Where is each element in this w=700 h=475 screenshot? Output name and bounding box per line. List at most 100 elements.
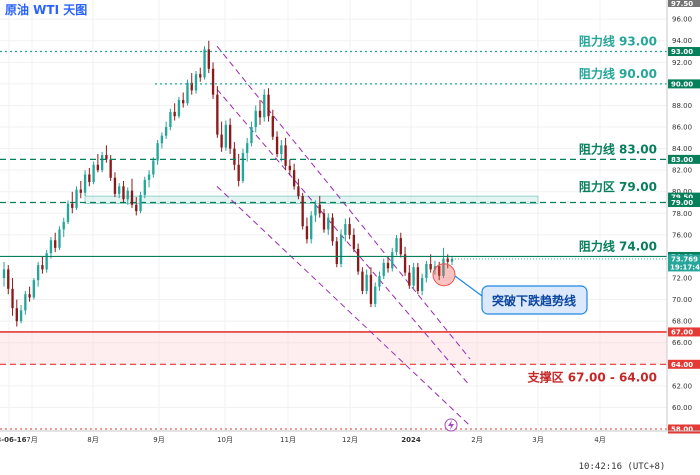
candle [356,243,360,275]
zone-tag-low-text: 79.00 [671,199,693,207]
y-tick-label: 78.00 [672,210,692,218]
y-tick-label: 80.00 [672,188,692,196]
candle-body [408,272,411,286]
candle [92,161,95,185]
candle-body [301,196,304,227]
candle-body [92,164,95,183]
resistance-tag [668,47,700,57]
candle [147,170,151,188]
candle-body [344,224,347,235]
support-zone-label: 支撑区 67.00 - 64.00 [527,369,657,384]
candle-body [147,174,151,180]
candle [412,262,415,289]
candle-body [339,234,343,264]
x-tick-label: 7月 [26,436,37,444]
candle [305,217,309,244]
candle [194,70,198,94]
resistance-zone-label: 阻力区 79.00 [579,179,657,194]
candle [348,217,351,240]
price-axis-panel [667,0,700,475]
breakout-callout: 突破下跌趋势线 [432,263,588,315]
candle [126,187,129,205]
candle-body [186,82,189,104]
price-axis: 60.0062.0064.0066.0068.0070.0072.0074.00… [666,0,700,475]
candle-body [386,262,390,269]
candle-body [224,124,228,148]
candle [369,267,373,308]
candle [339,229,343,268]
candle-body [391,252,394,269]
candle-body [126,190,129,200]
candle [263,89,266,122]
candle [49,237,53,259]
candle [24,290,27,315]
candle [258,100,262,125]
candle [271,109,274,140]
y-tick-label: 68.00 [672,318,692,326]
candle [216,86,219,138]
candle-body [420,278,424,291]
candle [310,211,313,244]
countdown-text: 19:17:44 [670,263,700,271]
candle [297,178,300,200]
candle-body [369,274,373,304]
candle [83,170,87,197]
candle-body [169,111,172,128]
channel-lower [216,185,471,427]
support-zone-fill [0,331,667,365]
candle [280,139,283,162]
candle [100,151,104,173]
candle-body [297,186,300,197]
resistance-tag-text: 90.00 [671,80,693,88]
candle-body [45,253,48,270]
candle-body [395,238,398,253]
lightning-icon[interactable] [444,418,458,432]
channel-upper [216,45,471,360]
candle [160,132,164,149]
candle [58,226,61,250]
candle-body [322,213,326,230]
candle [327,213,330,235]
candle [391,247,394,272]
breakout-marker[interactable] [432,263,456,287]
y-tick-label: 92.00 [672,59,692,67]
x-tick-label: 3月 [532,436,543,444]
candle-body [54,240,57,248]
candle [71,191,74,214]
candle-body [327,217,330,230]
candle [352,228,356,253]
candle [118,183,121,199]
candle [75,186,78,211]
candle [139,191,142,214]
bottom-tag-text: 58.00 [671,426,693,434]
candle-body [403,254,407,273]
candle [62,217,65,238]
candle [45,249,48,273]
candle-body [173,111,176,117]
zone-tag-high-text: 79.50 [671,194,693,202]
current-price-tag [668,254,700,272]
x-tick-label: 2024 [401,436,421,444]
x-tick-label: 2月 [471,436,482,444]
candle [241,148,245,184]
candle-body [182,100,185,104]
candle-body [241,152,245,181]
candle-body [271,116,274,137]
x-tick-label: 12月 [342,436,358,444]
y-tick-label: 76.00 [672,231,692,239]
candle-body [412,267,415,286]
candle [386,256,390,273]
candle-body [199,74,202,78]
candle [425,260,428,283]
candle [105,145,108,163]
top-tag [668,0,700,7]
candle-body [36,265,40,281]
candle-body [425,263,428,279]
candle-body [160,135,164,144]
resistance-tag [668,79,700,89]
candle [408,265,411,289]
candle [156,139,159,165]
candle-body [275,136,279,154]
resistance-label: 阻力线 83.00 [579,141,657,156]
candle-body [250,127,253,144]
